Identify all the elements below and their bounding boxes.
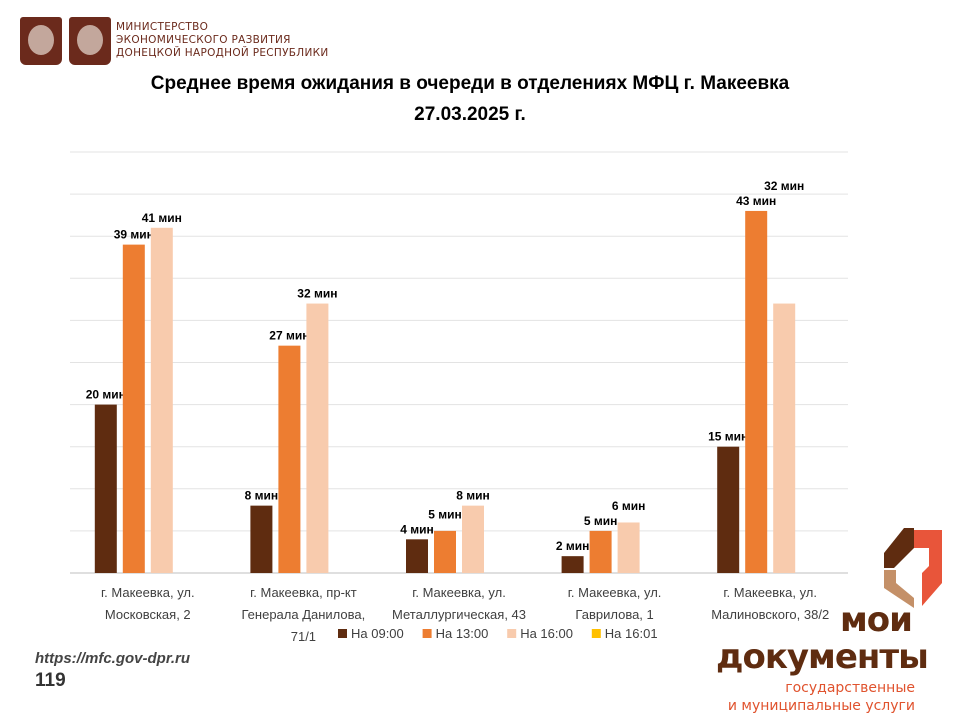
data-label: 4 мин (400, 522, 434, 536)
website-link[interactable]: https://mfc.gov-dpr.ru (35, 650, 190, 667)
legend-label: На 13:00 (436, 626, 489, 641)
legend-label: На 09:00 (351, 626, 404, 641)
data-label: 2 мин (556, 539, 590, 553)
category-label: Малиновского, 38/2 (711, 607, 829, 622)
bar (561, 556, 584, 573)
data-label: 6 мин (612, 499, 646, 513)
logo-subtitle: и муниципальные услуги (727, 698, 915, 714)
data-label: 5 мин (428, 507, 462, 521)
chart-title: Среднее время ожидания в очереди в отдел… (0, 68, 940, 130)
category-label: г. Макеевка, ул. (568, 585, 662, 600)
bar (745, 210, 768, 573)
page-number: 119 (35, 670, 66, 691)
legend-swatch (338, 629, 347, 638)
logo-word-moi: мои (840, 600, 913, 640)
data-label: 15 мин (708, 430, 748, 444)
category-label: Генерала Данилова, (242, 607, 366, 622)
bar (250, 505, 273, 573)
data-label: 8 мин (456, 489, 490, 503)
subtitle-line: 27.03.2025 г. (414, 104, 526, 125)
legend-swatch (422, 629, 432, 638)
data-label: 43 мин (736, 194, 776, 208)
bar (717, 446, 740, 573)
data-label: 20 мин (86, 388, 126, 402)
data-label: 5 мин (584, 514, 618, 528)
bar (306, 303, 329, 573)
data-label: 41 мин (142, 211, 182, 225)
legend-label: На 16:01 (605, 626, 658, 641)
legend-label: На 16:00 (520, 626, 573, 641)
ministry-line: ЭКОНОМИЧЕСКОГО РАЗВИТИЯ (116, 34, 291, 46)
data-label: 27 мин (269, 329, 309, 343)
dpr-emblem-logo (69, 17, 111, 65)
bar (278, 345, 301, 573)
category-label: Гаврилова, 1 (575, 607, 653, 622)
data-label: 32 мин (297, 287, 337, 301)
ministry-line: МИНИСТЕРСТВО (116, 21, 209, 33)
moi-dokumenty-logo-icon (884, 528, 942, 608)
logo-word-dokumenty: документы (716, 637, 929, 677)
category-label: 71/1 (291, 629, 316, 644)
bar (94, 404, 117, 573)
legend-swatch (507, 629, 517, 638)
logo-subtitle: государственные (785, 680, 915, 696)
category-label: г. Макеевка, ул. (412, 585, 506, 600)
bar (589, 530, 612, 573)
data-label: 8 мин (245, 489, 279, 503)
category-label: г. Макеевка, ул. (101, 585, 195, 600)
russia-emblem-logo (20, 17, 62, 65)
title-line: Среднее время ожидания в очереди в отдел… (150, 73, 790, 94)
bar (617, 522, 640, 573)
category-label: г. Макеевка, ул. (723, 585, 817, 600)
ministry-name: МИНИСТЕРСТВО ЭКОНОМИЧЕСКОГО РАЗВИТИЯ ДОН… (116, 21, 329, 60)
bar (122, 244, 145, 573)
category-label: Металлургическая, 43 (392, 607, 526, 622)
data-label: 39 мин (114, 228, 154, 242)
ministry-line: ДОНЕЦКОЙ НАРОДНОЙ РЕСПУБЛИКИ (116, 47, 329, 59)
bar (406, 539, 428, 573)
category-label: г. Макеевка, пр-кт (250, 585, 357, 600)
bar (462, 505, 484, 573)
legend-swatch (591, 629, 601, 638)
category-label: Московская, 2 (105, 607, 191, 622)
bar (773, 303, 796, 573)
bar (150, 227, 173, 573)
data-label: 32 мин (764, 179, 804, 193)
bar (434, 530, 456, 573)
